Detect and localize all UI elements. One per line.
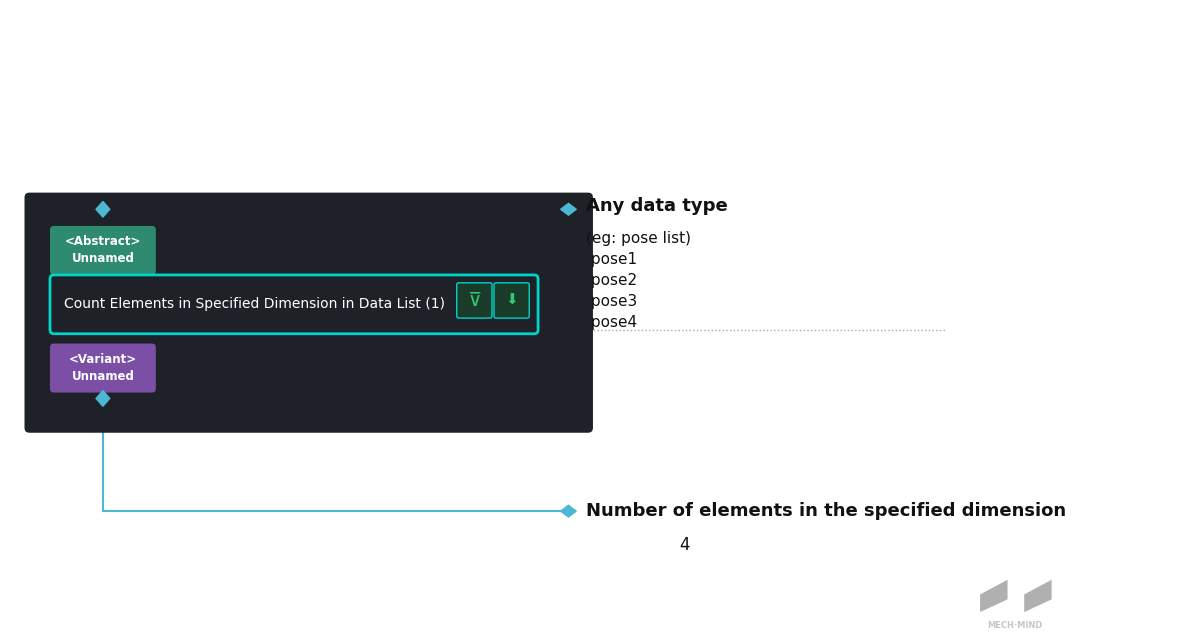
- Text: Count Elements in Specified Dimension in Data List (1): Count Elements in Specified Dimension in…: [64, 297, 445, 311]
- Text: <Abstract>
Unnamed: <Abstract> Unnamed: [65, 235, 141, 266]
- Text: ⬇: ⬇: [506, 293, 518, 308]
- Text: MECH·MIND: MECH·MIND: [988, 621, 1043, 630]
- Polygon shape: [560, 505, 577, 517]
- Text: (eg: pose list)
 pose1
 pose2
 pose3
 pose4: (eg: pose list) pose1 pose2 pose3 pose4: [586, 231, 691, 330]
- FancyBboxPatch shape: [494, 283, 529, 318]
- Polygon shape: [96, 201, 109, 217]
- Polygon shape: [1024, 580, 1052, 612]
- Polygon shape: [560, 203, 577, 215]
- Polygon shape: [96, 390, 109, 406]
- FancyBboxPatch shape: [457, 283, 491, 318]
- Polygon shape: [980, 580, 1008, 612]
- FancyBboxPatch shape: [50, 343, 155, 393]
- Text: Any data type: Any data type: [586, 197, 728, 215]
- Text: <Variant>
Unnamed: <Variant> Unnamed: [69, 353, 137, 383]
- Text: 4: 4: [679, 536, 690, 554]
- Text: Number of elements in the specified dimension: Number of elements in the specified dime…: [586, 502, 1066, 520]
- FancyBboxPatch shape: [25, 193, 594, 433]
- FancyBboxPatch shape: [50, 275, 538, 334]
- FancyBboxPatch shape: [50, 226, 155, 275]
- Text: ⊽: ⊽: [468, 291, 482, 310]
